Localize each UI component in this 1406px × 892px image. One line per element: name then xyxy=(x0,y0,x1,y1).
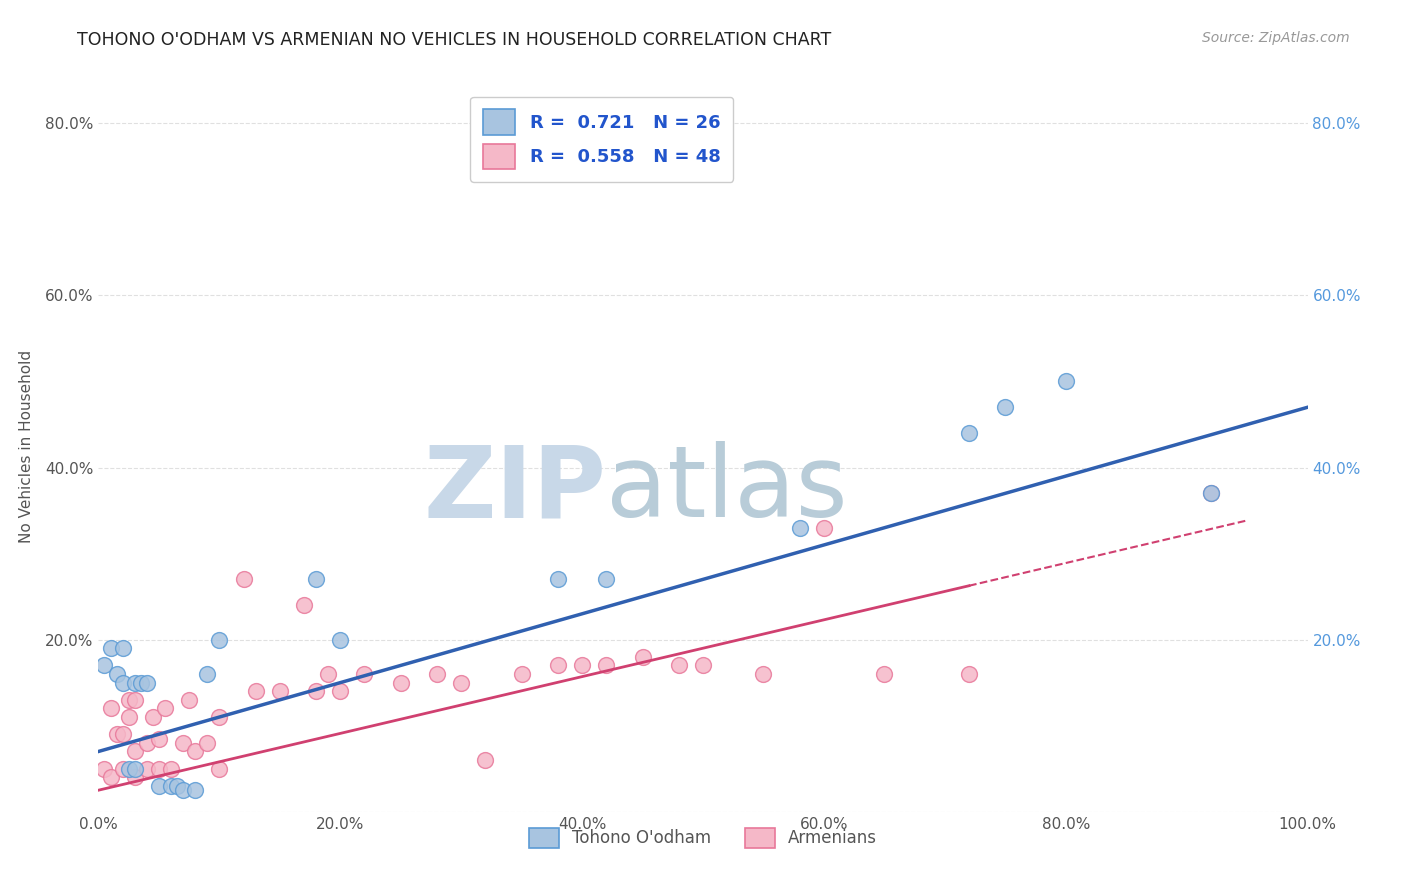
Point xyxy=(124,744,146,758)
Point xyxy=(100,641,122,656)
Point xyxy=(316,667,339,681)
Text: Source: ZipAtlas.com: Source: ZipAtlas.com xyxy=(1202,31,1350,45)
Point xyxy=(195,667,218,681)
Point xyxy=(179,693,201,707)
Point xyxy=(135,762,157,776)
Point xyxy=(957,667,980,681)
Point xyxy=(1054,375,1077,389)
Point xyxy=(269,684,291,698)
Point xyxy=(111,727,134,741)
Point xyxy=(124,770,146,784)
Point xyxy=(142,710,165,724)
Point xyxy=(111,675,134,690)
Point xyxy=(329,684,352,698)
Point xyxy=(994,401,1017,415)
Point xyxy=(208,632,231,647)
Point xyxy=(631,649,654,664)
Point xyxy=(353,667,375,681)
Point xyxy=(1199,486,1222,500)
Point xyxy=(208,762,231,776)
Point xyxy=(166,779,188,793)
Point xyxy=(813,521,835,535)
Text: ZIP: ZIP xyxy=(423,442,606,539)
Point xyxy=(292,598,315,612)
Point xyxy=(668,658,690,673)
Text: TOHONO O'ODHAM VS ARMENIAN NO VEHICLES IN HOUSEHOLD CORRELATION CHART: TOHONO O'ODHAM VS ARMENIAN NO VEHICLES I… xyxy=(77,31,831,49)
Point xyxy=(595,573,617,587)
Point xyxy=(184,783,207,797)
Point xyxy=(389,675,412,690)
Point xyxy=(305,573,328,587)
Point xyxy=(129,675,152,690)
Point xyxy=(148,762,170,776)
Point xyxy=(135,675,157,690)
Point xyxy=(118,693,141,707)
Point xyxy=(571,658,593,673)
Point xyxy=(305,684,328,698)
Point xyxy=(595,658,617,673)
Point xyxy=(160,779,183,793)
Point xyxy=(124,762,146,776)
Point xyxy=(692,658,714,673)
Point xyxy=(329,632,352,647)
Point xyxy=(135,736,157,750)
Point xyxy=(153,701,176,715)
Point xyxy=(111,641,134,656)
Legend: Tohono O'odham, Armenians: Tohono O'odham, Armenians xyxy=(522,821,884,855)
Point xyxy=(789,521,811,535)
Point xyxy=(148,779,170,793)
Point xyxy=(547,658,569,673)
Point xyxy=(93,762,115,776)
Point xyxy=(510,667,533,681)
Point xyxy=(450,675,472,690)
Point xyxy=(118,762,141,776)
Point xyxy=(957,426,980,441)
Point xyxy=(184,744,207,758)
Point xyxy=(245,684,267,698)
Point xyxy=(160,762,183,776)
Point xyxy=(208,710,231,724)
Point xyxy=(118,710,141,724)
Point xyxy=(547,573,569,587)
Text: atlas: atlas xyxy=(606,442,848,539)
Point xyxy=(111,762,134,776)
Point xyxy=(105,667,128,681)
Point xyxy=(124,675,146,690)
Point xyxy=(124,693,146,707)
Y-axis label: No Vehicles in Household: No Vehicles in Household xyxy=(18,350,34,542)
Point xyxy=(873,667,896,681)
Point xyxy=(195,736,218,750)
Point xyxy=(105,727,128,741)
Point xyxy=(93,658,115,673)
Point xyxy=(148,731,170,746)
Point xyxy=(172,783,194,797)
Point xyxy=(172,736,194,750)
Point xyxy=(232,573,254,587)
Point xyxy=(100,701,122,715)
Point xyxy=(474,753,496,767)
Point xyxy=(1199,486,1222,500)
Point xyxy=(100,770,122,784)
Point xyxy=(426,667,449,681)
Point xyxy=(752,667,775,681)
